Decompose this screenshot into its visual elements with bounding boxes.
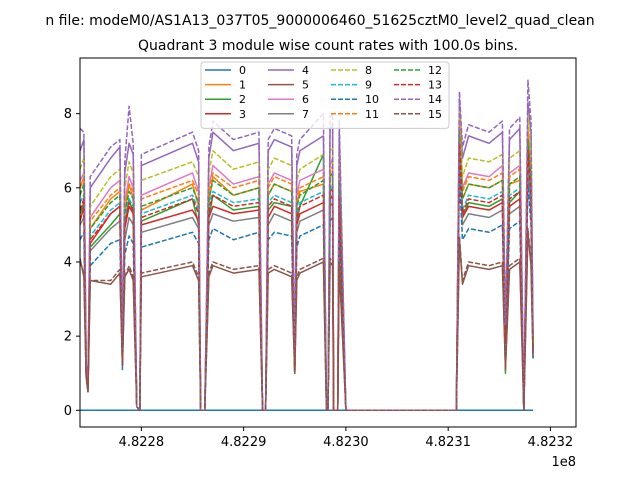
figure-suptitle: n file: modeM0/AS1A13_037T05_9000006460_…: [45, 13, 594, 29]
legend-label: 14: [428, 93, 442, 106]
legend-label: 15: [428, 108, 442, 121]
legend-label: 5: [302, 79, 309, 92]
x-tick-label: 4.8232: [528, 435, 574, 450]
y-axis: 0 2 4 6 8: [64, 107, 80, 419]
legend-label: 12: [428, 64, 442, 77]
x-axis: 4.8228 4.8229 4.8230 4.8231 4.8232: [119, 427, 574, 450]
y-tick-label: 4: [64, 255, 72, 270]
series-line-15: [80, 227, 534, 412]
x-tick-label: 4.8229: [221, 435, 267, 450]
legend-frame: [200, 61, 450, 129]
legend-label: 1: [239, 79, 246, 92]
x-tick-label: 4.8228: [119, 435, 165, 450]
y-tick-label: 0: [64, 404, 72, 419]
legend-label: 10: [365, 93, 379, 106]
y-tick-label: 2: [64, 330, 72, 345]
plot-frame: [79, 57, 577, 428]
chart-title: Quadrant 3 module wise count rates with …: [138, 38, 518, 54]
legend-label: 8: [365, 64, 372, 77]
y-tick-label: 6: [64, 181, 72, 196]
legend-label: 11: [365, 108, 379, 121]
legend-label: 7: [302, 108, 309, 121]
x-tick-label: 4.8231: [425, 435, 471, 450]
x-tick-label: 4.8230: [323, 435, 369, 450]
legend-label: 4: [302, 64, 309, 77]
series-line-14: [80, 79, 534, 412]
legend-label: 2: [239, 93, 246, 106]
legend-label: 3: [239, 108, 246, 121]
legend-label: 6: [302, 93, 309, 106]
legend-label: 9: [365, 79, 372, 92]
series-layer: [80, 79, 534, 412]
legend-label: 0: [239, 64, 246, 77]
series-line-10: [80, 175, 534, 412]
legend-label: 13: [428, 79, 442, 92]
y-tick-label: 8: [64, 107, 72, 122]
x-offset-label: 1e8: [551, 455, 576, 470]
